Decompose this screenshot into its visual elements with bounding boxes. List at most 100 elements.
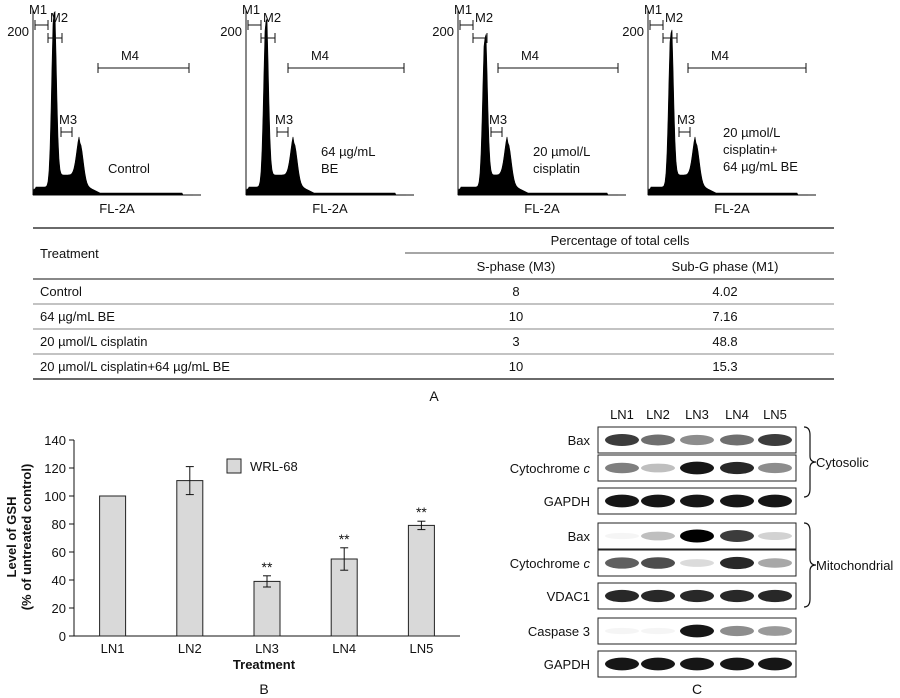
table-cell-treatment: 20 µmol/L cisplatin+64 µg/mL BE [40, 359, 230, 374]
y-tick-label: 0 [59, 629, 66, 644]
y-tick-label: 100 [44, 489, 66, 504]
blot-band [720, 461, 754, 475]
blot-band [641, 434, 675, 446]
table-cell-s-phase: 10 [509, 309, 523, 324]
marker-label-m1: M1 [29, 2, 47, 17]
histogram-curve [245, 18, 406, 196]
blot-band [605, 462, 639, 474]
y-tick-label: 20 [52, 601, 66, 616]
blot-band [758, 531, 792, 541]
marker-label-m3: M3 [275, 112, 293, 127]
marker-label-m2: M2 [50, 10, 68, 25]
marker-label-m2: M2 [263, 10, 281, 25]
table-row: 64 µg/mL BE 10 7.16 [40, 309, 738, 324]
blot-band [605, 434, 639, 446]
table-header-sub-g: Sub-G phase (M1) [672, 259, 779, 274]
significance-mark: ** [262, 559, 273, 575]
x-axis-label: Treatment [233, 657, 296, 672]
western-blots: LN1 LN2 LN3 LN4 LN5 Bax Cytochrome c GAPDH Bax Cy… [510, 407, 893, 678]
lane-label: LN1 [610, 407, 634, 422]
blot-row: GAPDH [544, 487, 797, 515]
blot-label: Cytochrome c [510, 461, 591, 476]
blot-band [641, 557, 675, 569]
blot-label: Caspase 3 [528, 624, 590, 639]
blot-band [720, 494, 754, 508]
blot-band [758, 657, 792, 671]
marker-label-m2: M2 [665, 10, 683, 25]
bar [253, 580, 281, 637]
histogram-treatment-label: 64 µg/mL [321, 144, 375, 159]
y-tick-label: 120 [44, 461, 66, 476]
blot-row: Bax [568, 522, 797, 550]
x-tick-label: LN2 [178, 641, 202, 656]
blot-band [641, 627, 675, 635]
flow-histograms: 200M1M2M3M4FL-2AControl200M1M2M3M4FL-2A6… [7, 2, 816, 216]
lane-label: LN5 [763, 407, 787, 422]
blot-band [680, 657, 714, 671]
y-axis-label-line2: (% of untreated control) [19, 464, 34, 611]
y-tick-label: 60 [52, 545, 66, 560]
table-cell-s-phase: 10 [509, 359, 523, 374]
table-row: 20 µmol/L cisplatin 3 48.8 [40, 334, 738, 349]
bar [99, 495, 127, 637]
table-row: Control 8 4.02 [40, 284, 738, 299]
marker-label-m1: M1 [644, 2, 662, 17]
blot-row: Caspase 3 [528, 617, 797, 645]
legend-label: WRL-68 [250, 459, 298, 474]
blot-band [758, 626, 792, 636]
x-tick-label: LN1 [101, 641, 125, 656]
blot-band [720, 556, 754, 570]
panel-b-label: B [259, 681, 268, 697]
blot-band [758, 558, 792, 568]
marker-label-m4: M4 [711, 48, 729, 63]
blot-band [641, 463, 675, 473]
blot-band [680, 434, 714, 446]
blot-row: GAPDH [544, 650, 797, 678]
blot-band [680, 494, 714, 508]
blot-band [641, 589, 675, 603]
y-axis-label-line1: Level of GSH [4, 497, 19, 578]
table-cell-sub-g: 7.16 [712, 309, 737, 324]
blot-band [605, 657, 639, 671]
marker-label-m3: M3 [677, 112, 695, 127]
table-row: 20 µmol/L cisplatin+64 µg/mL BE 10 15.3 [40, 359, 738, 374]
table-cell-s-phase: 3 [512, 334, 519, 349]
blot-band [680, 529, 714, 543]
blot-row: Bax [568, 426, 797, 454]
significance-mark: ** [416, 504, 427, 520]
histogram-curve [32, 10, 193, 196]
histogram-treatment-label: 20 µmol/L [723, 125, 780, 140]
blot-band [641, 494, 675, 508]
blot-band [758, 434, 792, 446]
cell-cycle-table: Treatment Percentage of total cells S-ph… [33, 227, 834, 380]
histogram-x-label: FL-2A [99, 201, 135, 216]
bar [407, 524, 435, 637]
blot-band [720, 434, 754, 446]
x-tick-label: LN4 [332, 641, 356, 656]
marker-label-m1: M1 [242, 2, 260, 17]
table-cell-sub-g: 48.8 [712, 334, 737, 349]
bar [176, 480, 204, 637]
blot-band [605, 532, 639, 540]
histogram-treatment-label: 20 µmol/L [533, 144, 590, 159]
blot-band [605, 494, 639, 508]
lane-label: LN3 [685, 407, 709, 422]
blot-band [641, 657, 675, 671]
table-header-group: Percentage of total cells [551, 233, 690, 248]
table-cell-sub-g: 15.3 [712, 359, 737, 374]
blot-band [680, 559, 714, 567]
gsh-bar-chart: 0 20 40 60 80 100 120 140 LN1 LN2 ** LN3 ** LN4 ** LN5 W… [44, 433, 460, 656]
x-tick-label: LN5 [409, 641, 433, 656]
blot-band [720, 625, 754, 637]
blot-row: Cytochrome c [510, 454, 797, 482]
table-cell-s-phase: 8 [512, 284, 519, 299]
histogram-y-tick: 200 [432, 24, 454, 39]
blot-row: VDAC1 [547, 582, 797, 610]
histogram-x-label: FL-2A [714, 201, 750, 216]
histogram-x-label: FL-2A [312, 201, 348, 216]
histogram-curve [457, 34, 618, 196]
legend-swatch [226, 458, 242, 474]
blot-band [720, 657, 754, 671]
table-header-treatment: Treatment [40, 246, 99, 261]
